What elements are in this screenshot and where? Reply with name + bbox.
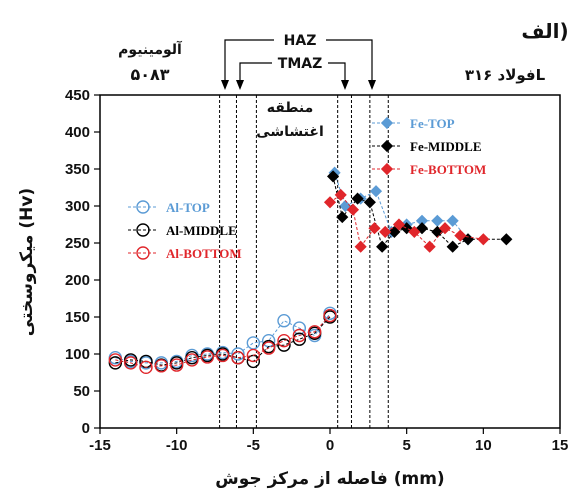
- data-point: [231, 351, 245, 365]
- data-point: [292, 321, 307, 335]
- x-tick-label: 10: [475, 437, 492, 454]
- legend-label: Al-BOTTOM: [166, 246, 242, 261]
- data-point: [454, 229, 467, 242]
- data-point: [261, 341, 276, 355]
- data-point: [108, 353, 123, 367]
- haz-label: HAZ: [284, 33, 317, 49]
- data-point: [123, 356, 138, 370]
- data-point: [376, 240, 389, 253]
- haz-bracket: [224, 39, 373, 80]
- data-point: [446, 240, 459, 253]
- series-fe-bottom: [323, 188, 490, 253]
- legend-label: Al-TOP: [166, 200, 210, 215]
- data-point: [136, 246, 150, 260]
- y-tick-label: 350: [65, 161, 90, 178]
- data-point: [139, 360, 153, 375]
- data-point: [500, 233, 513, 246]
- legend-label: Fe-TOP: [410, 116, 455, 131]
- series-line: [332, 176, 507, 248]
- legend-label: Al-MIDDLE: [166, 223, 237, 238]
- legend-steel: Fe-TOP Fe-MIDDLE Fe-BOTTOM: [372, 116, 486, 177]
- data-point: [246, 336, 261, 350]
- data-point: [185, 353, 199, 367]
- panel-label: الف): [521, 19, 568, 43]
- data-point: [336, 211, 349, 224]
- data-point: [136, 223, 150, 237]
- data-point: [438, 222, 452, 235]
- y-axis-title: میکروسختی (Hv): [17, 188, 37, 336]
- data-point: [388, 225, 401, 238]
- x-axis-title: فاصله از مرکز جوش (mm): [215, 469, 444, 489]
- data-point: [292, 332, 307, 346]
- aluminum-label-line2: ۵۰۸۳: [130, 65, 169, 84]
- data-point: [423, 240, 436, 253]
- data-point: [408, 225, 421, 238]
- y-tick-label: 250: [65, 235, 90, 252]
- data-point: [354, 240, 367, 253]
- x-tick-label: 5: [402, 437, 410, 454]
- data-point: [369, 185, 383, 198]
- data-point: [246, 348, 261, 363]
- data-point: [154, 359, 169, 373]
- data-point: [307, 325, 322, 339]
- stir-zone-label-line1: منطقه: [267, 100, 314, 116]
- series-line: [115, 316, 331, 366]
- x-tick-label: -5: [247, 437, 260, 454]
- legend-aluminum: Al-TOP Al-MIDDLE Al-BOTTOM: [128, 200, 242, 261]
- data-point: [215, 348, 230, 363]
- data-point: [477, 233, 490, 246]
- stir-zone-label-line2: اغتشاشی: [256, 124, 324, 140]
- y-tick-label: 0: [82, 420, 90, 437]
- y-tick-label: 50: [73, 383, 90, 400]
- tmaz-label: TMAZ: [278, 56, 322, 72]
- data-point: [431, 214, 444, 227]
- data-point: [380, 116, 394, 130]
- data-point: [380, 139, 394, 153]
- x-tick-label: 15: [552, 437, 569, 454]
- data-point: [200, 350, 215, 364]
- series-layer: [108, 166, 513, 375]
- y-tick-label: 200: [65, 272, 90, 289]
- data-point: [136, 200, 150, 214]
- y-tick-label: 450: [65, 87, 90, 104]
- series-al-bottom: [108, 308, 337, 375]
- data-point: [380, 162, 394, 176]
- x-tick-label: 0: [326, 437, 334, 454]
- data-point: [334, 188, 347, 201]
- steel-label: فولاد ۳۱۶L: [465, 66, 546, 84]
- y-tick-label: 400: [65, 124, 90, 141]
- data-point: [292, 328, 307, 343]
- legend-label: Fe-BOTTOM: [410, 162, 486, 177]
- x-tick-label: -15: [89, 437, 111, 454]
- y-tick-label: 100: [65, 346, 90, 363]
- zone-boundary-lines: [219, 95, 389, 428]
- x-tick-label: -10: [166, 437, 188, 454]
- data-point: [368, 222, 381, 235]
- data-point: [363, 196, 376, 209]
- data-point: [392, 218, 406, 231]
- data-point: [351, 192, 364, 205]
- aluminum-label-line1: آلومینیوم: [118, 40, 183, 58]
- plot-frame: [99, 94, 561, 429]
- bracket-arrowheads: [221, 80, 376, 90]
- y-tick-label: 150: [65, 309, 90, 326]
- data-point: [323, 308, 337, 323]
- data-point: [231, 347, 245, 361]
- data-point: [327, 170, 340, 183]
- data-point: [323, 196, 337, 209]
- y-tick-label: 300: [65, 198, 90, 215]
- data-point: [446, 214, 459, 227]
- legend-label: Fe-MIDDLE: [410, 139, 482, 154]
- data-point: [277, 333, 291, 348]
- y-axis-ticks: 0 50 100 150 200 250 300 350 400 450: [65, 87, 100, 437]
- data-point: [379, 225, 392, 238]
- data-point: [346, 203, 360, 216]
- x-axis-ticks: -15 -10 -5 0 5 10 15: [89, 428, 568, 454]
- data-point: [169, 358, 184, 372]
- data-point: [277, 314, 291, 328]
- data-point: [277, 338, 291, 352]
